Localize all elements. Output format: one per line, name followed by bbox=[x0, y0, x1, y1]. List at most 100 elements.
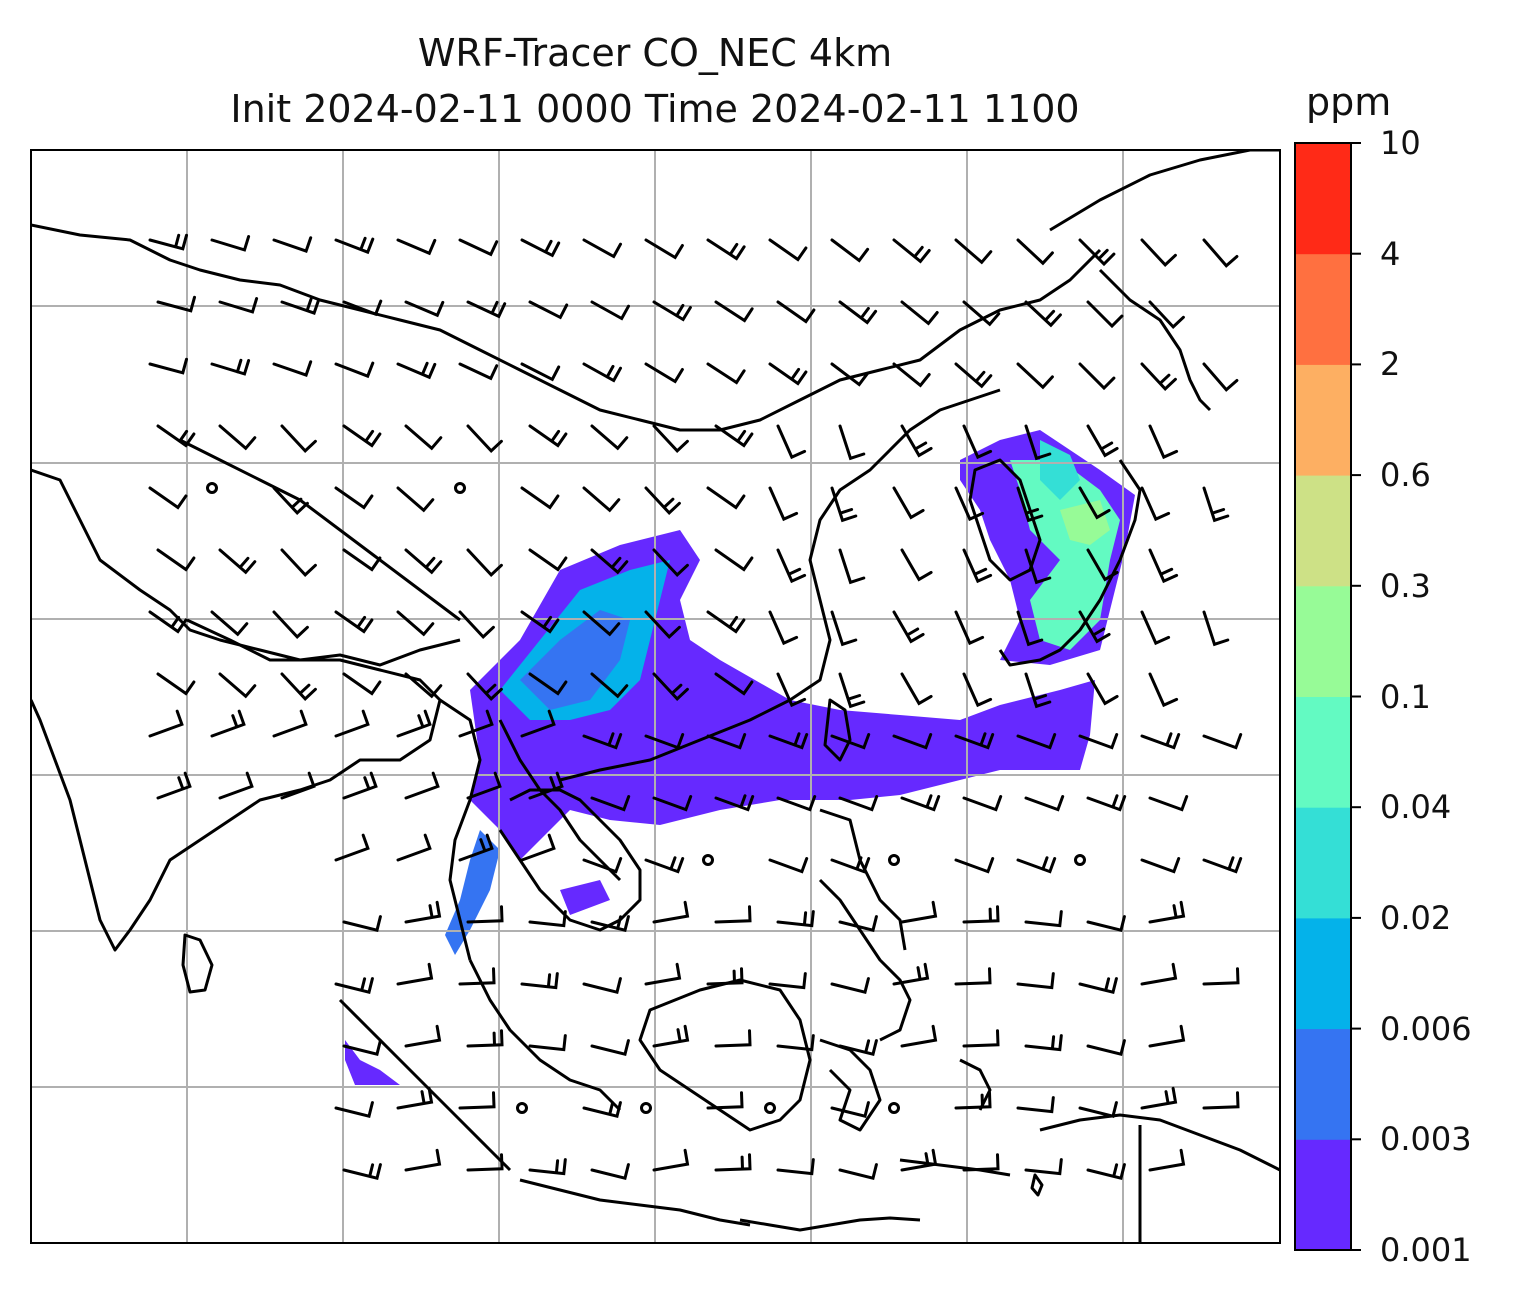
wind-barb bbox=[218, 548, 257, 575]
wind-barb bbox=[272, 486, 309, 516]
laos-vietnam-border bbox=[498, 719, 622, 882]
wind-barb bbox=[396, 962, 434, 986]
wind-barb bbox=[582, 362, 622, 383]
wind-barb bbox=[1202, 1091, 1240, 1110]
map-subtitle: Init 2024-02-11 0000 Time 2024-02-11 110… bbox=[230, 87, 1080, 131]
wind-barb bbox=[590, 424, 629, 451]
wind-barb bbox=[954, 857, 995, 874]
wind-barb bbox=[148, 610, 188, 634]
timor bbox=[899, 1158, 1011, 1177]
wind-barb bbox=[768, 732, 809, 750]
philippines-south bbox=[818, 878, 912, 1042]
wind-barb bbox=[1078, 238, 1116, 267]
coastlines bbox=[31, 150, 1280, 1243]
wind-barb bbox=[1140, 962, 1178, 986]
wind-barb bbox=[528, 1034, 567, 1052]
wind-barb bbox=[156, 771, 192, 800]
wind-barb bbox=[1148, 300, 1185, 330]
wind-barb bbox=[272, 610, 309, 640]
wind-barb bbox=[1202, 856, 1243, 874]
wind-barb bbox=[280, 548, 317, 578]
wind-barb bbox=[1148, 424, 1179, 460]
wind-barb bbox=[1024, 1158, 1063, 1176]
wind-barb bbox=[776, 548, 807, 584]
wind-barb bbox=[1078, 610, 1111, 644]
wind-barb bbox=[776, 910, 815, 928]
wind-barb bbox=[1016, 972, 1055, 990]
wind-barb bbox=[838, 548, 866, 585]
wind-barb bbox=[466, 1029, 504, 1048]
wind-barb bbox=[892, 486, 925, 520]
wind-barb bbox=[520, 833, 556, 862]
wind-barb bbox=[582, 238, 622, 259]
wind-barb bbox=[1086, 794, 1127, 812]
wind-barb bbox=[342, 771, 378, 800]
colorbar-tick-label: 4 bbox=[1380, 234, 1401, 273]
wind-barb bbox=[404, 424, 443, 451]
wind-barb bbox=[892, 962, 930, 986]
wind-barb bbox=[334, 833, 370, 862]
wind-barb bbox=[272, 360, 313, 378]
japan-main bbox=[998, 459, 1142, 667]
wind-barb bbox=[582, 977, 622, 995]
wind-barb bbox=[520, 238, 561, 258]
wind-barb bbox=[148, 486, 188, 510]
wind-barb bbox=[466, 1153, 504, 1172]
colorbar-segment bbox=[1295, 475, 1351, 587]
wind-barb bbox=[1202, 610, 1230, 647]
wind-barb bbox=[342, 915, 382, 933]
wind-barb bbox=[830, 977, 870, 995]
colorbar-segment bbox=[1295, 696, 1351, 808]
wind-barb bbox=[900, 300, 939, 326]
wind-barb bbox=[582, 610, 621, 637]
wind-barb bbox=[644, 733, 685, 750]
wind-barb bbox=[954, 732, 995, 750]
colorbar bbox=[1294, 142, 1361, 1251]
wind-barb bbox=[210, 235, 251, 252]
wind-barb bbox=[776, 424, 807, 460]
colorbar-tick-label: 2 bbox=[1380, 345, 1401, 384]
wind-barb bbox=[334, 1101, 374, 1119]
wind-barb bbox=[280, 297, 321, 316]
calm-wind-marker bbox=[516, 1102, 528, 1114]
wind-barb bbox=[404, 771, 440, 800]
wind-barb bbox=[1016, 362, 1054, 390]
wind-barb bbox=[272, 236, 313, 254]
wind-barb bbox=[776, 795, 817, 812]
wind-barb bbox=[962, 672, 993, 708]
wind-barb bbox=[404, 1148, 442, 1172]
wind-barb bbox=[466, 771, 502, 800]
wind-barb bbox=[1148, 1148, 1186, 1172]
wind-barb bbox=[458, 709, 494, 738]
korea bbox=[968, 458, 1042, 582]
wind-barb bbox=[148, 709, 184, 738]
wind-barb bbox=[1140, 1086, 1178, 1110]
calm-wind-marker bbox=[454, 482, 466, 494]
wind-barb bbox=[1202, 238, 1239, 268]
wind-barb bbox=[1024, 1034, 1063, 1052]
wind-barb bbox=[838, 1163, 878, 1181]
wind-barb bbox=[652, 548, 689, 578]
wind-barb bbox=[148, 233, 188, 251]
wind-barb bbox=[830, 362, 870, 387]
wind-barb bbox=[458, 238, 499, 257]
wind-barb bbox=[1202, 362, 1239, 392]
wind-barb bbox=[644, 962, 682, 986]
wind-barb bbox=[830, 1101, 870, 1119]
wind-barb bbox=[714, 905, 752, 924]
china-inland-border bbox=[179, 438, 461, 622]
sea-islands-1 bbox=[739, 1216, 921, 1232]
wind-barb bbox=[706, 967, 744, 986]
wind-barb bbox=[458, 1091, 496, 1110]
wind-barb bbox=[776, 1034, 815, 1052]
wind-barb bbox=[528, 1158, 567, 1176]
wind-barb bbox=[954, 967, 992, 986]
wind-barb bbox=[714, 300, 754, 323]
wind-barb bbox=[768, 857, 809, 874]
wind-barb bbox=[218, 672, 257, 699]
wind-barb bbox=[1016, 610, 1044, 647]
wind-barb bbox=[218, 771, 254, 800]
colorbar-tick-label: 10 bbox=[1380, 124, 1421, 162]
wind-barb bbox=[218, 297, 259, 314]
myanmar-coast bbox=[439, 698, 482, 961]
